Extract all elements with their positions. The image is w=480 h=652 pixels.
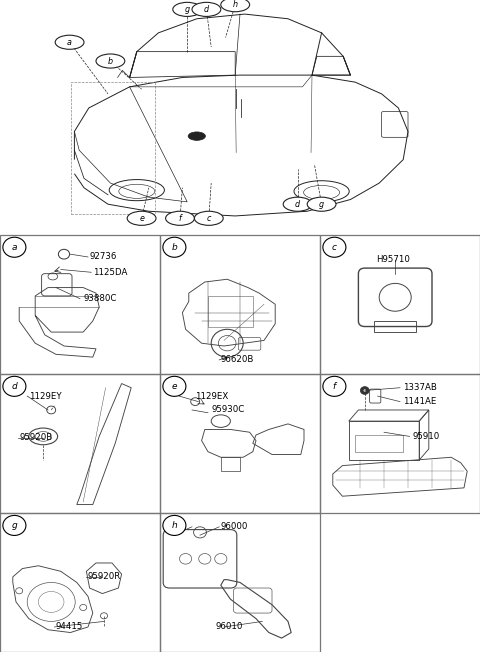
Text: a: a <box>67 38 72 47</box>
Text: h: h <box>233 0 238 9</box>
Circle shape <box>127 211 156 226</box>
Text: g: g <box>12 521 17 530</box>
Text: h: h <box>171 521 177 530</box>
Text: 96620B: 96620B <box>221 355 254 364</box>
Circle shape <box>163 516 186 535</box>
Circle shape <box>163 237 186 258</box>
Text: f: f <box>179 214 181 223</box>
Text: 94415: 94415 <box>56 623 84 632</box>
Text: 95910: 95910 <box>413 432 440 441</box>
Circle shape <box>363 389 366 392</box>
Text: e: e <box>139 214 144 223</box>
Circle shape <box>323 376 346 396</box>
Circle shape <box>55 35 84 50</box>
Circle shape <box>166 211 194 226</box>
Text: d: d <box>295 200 300 209</box>
Text: f: f <box>333 382 336 391</box>
Text: 95920R: 95920R <box>88 572 121 582</box>
Text: c: c <box>206 214 211 223</box>
Text: b: b <box>108 57 113 66</box>
Circle shape <box>163 376 186 396</box>
Text: 1337AB: 1337AB <box>403 383 437 393</box>
Circle shape <box>360 387 369 394</box>
Text: 1125DA: 1125DA <box>93 268 127 277</box>
Circle shape <box>192 3 221 16</box>
Circle shape <box>323 237 346 258</box>
Text: 1129EX: 1129EX <box>195 392 228 400</box>
Text: 1141AE: 1141AE <box>403 397 437 406</box>
Circle shape <box>221 0 250 12</box>
Text: g: g <box>319 200 324 209</box>
Circle shape <box>283 197 312 211</box>
Circle shape <box>173 3 202 16</box>
Text: 1129EY: 1129EY <box>29 392 61 400</box>
Text: e: e <box>172 382 177 391</box>
Circle shape <box>3 237 26 258</box>
Circle shape <box>3 516 26 535</box>
Circle shape <box>3 376 26 396</box>
Text: 92736: 92736 <box>90 252 117 261</box>
Text: 96000: 96000 <box>221 522 248 531</box>
Circle shape <box>194 211 223 226</box>
Text: a: a <box>12 243 17 252</box>
Text: c: c <box>332 243 337 252</box>
Text: d: d <box>204 5 209 14</box>
Text: g: g <box>185 5 190 14</box>
Circle shape <box>307 197 336 211</box>
Text: b: b <box>171 243 177 252</box>
Text: 93880C: 93880C <box>83 294 117 303</box>
Text: 95920B: 95920B <box>19 434 52 442</box>
Text: H95710: H95710 <box>376 255 410 264</box>
Text: 96010: 96010 <box>216 623 243 632</box>
Circle shape <box>188 132 205 140</box>
Text: 95930C: 95930C <box>211 406 244 415</box>
Text: d: d <box>12 382 17 391</box>
Circle shape <box>96 54 125 68</box>
